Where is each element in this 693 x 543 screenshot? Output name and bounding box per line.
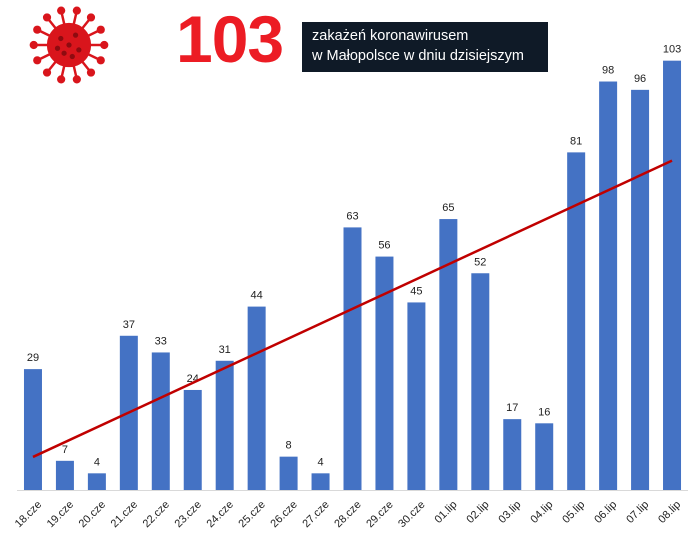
bar-25.cze bbox=[247, 306, 266, 490]
case-count-number: 103 bbox=[176, 2, 284, 76]
tick-label-28.cze: 28.cze bbox=[332, 499, 363, 530]
data-label-06.lip: 98 bbox=[602, 65, 614, 77]
bar-20.cze bbox=[87, 473, 106, 490]
data-label-01.lip: 65 bbox=[442, 202, 454, 214]
data-label-30.cze: 45 bbox=[410, 285, 422, 297]
data-label-21.cze: 37 bbox=[123, 319, 135, 331]
tick-label-19.cze: 19.cze bbox=[45, 499, 76, 530]
data-label-03.lip: 17 bbox=[506, 402, 518, 414]
bar-28.cze bbox=[343, 227, 362, 491]
data-label-19.cze: 7 bbox=[62, 444, 68, 456]
tick-label-18.cze: 18.cze bbox=[13, 499, 44, 530]
data-label-29.cze: 56 bbox=[378, 240, 390, 252]
bar-02.lip bbox=[471, 273, 490, 490]
bar-04.lip bbox=[535, 423, 554, 490]
bar-19.cze bbox=[55, 460, 74, 490]
data-label-22.cze: 33 bbox=[155, 335, 167, 347]
data-label-25.cze: 44 bbox=[251, 290, 263, 302]
tick-label-21.cze: 21.cze bbox=[109, 499, 140, 530]
trendline bbox=[32, 159, 673, 459]
caption-box: zakażeń koronawirusem w Małopolsce w dni… bbox=[302, 22, 548, 72]
tick-label-03.lip: 03.lip bbox=[496, 499, 523, 526]
data-label-08.lip: 103 bbox=[663, 44, 681, 56]
bar-03.lip bbox=[503, 419, 522, 490]
tick-label-02.lip: 02.lip bbox=[464, 499, 491, 526]
tick-label-29.cze: 29.cze bbox=[364, 499, 395, 530]
bar-30.cze bbox=[407, 302, 426, 490]
tick-label-23.cze: 23.cze bbox=[173, 499, 204, 530]
data-label-07.lip: 96 bbox=[634, 73, 646, 85]
tick-label-25.cze: 25.cze bbox=[236, 499, 267, 530]
data-label-20.cze: 4 bbox=[94, 456, 100, 468]
data-label-27.cze: 4 bbox=[317, 456, 323, 468]
bar-06.lip bbox=[599, 81, 618, 491]
caption-line-1: zakażeń koronawirusem bbox=[312, 28, 469, 44]
bar-01.lip bbox=[439, 219, 458, 490]
bar-05.lip bbox=[567, 152, 586, 490]
tick-label-05.lip: 05.lip bbox=[560, 499, 587, 526]
data-label-28.cze: 63 bbox=[346, 210, 358, 222]
tick-label-07.lip: 07.lip bbox=[624, 499, 651, 526]
data-label-24.cze: 31 bbox=[219, 344, 231, 356]
data-label-02.lip: 52 bbox=[474, 256, 486, 268]
coronavirus-icon bbox=[29, 6, 109, 84]
data-label-05.lip: 81 bbox=[570, 135, 582, 147]
data-label-26.cze: 8 bbox=[286, 440, 292, 452]
bar-22.cze bbox=[151, 352, 170, 490]
tick-label-08.lip: 08.lip bbox=[656, 499, 683, 526]
bar-07.lip bbox=[631, 89, 650, 490]
data-label-18.cze: 29 bbox=[27, 352, 39, 364]
bar-23.cze bbox=[183, 389, 202, 490]
tick-label-04.lip: 04.lip bbox=[528, 499, 555, 526]
bar-18.cze bbox=[23, 369, 42, 490]
caption-line-2: w Małopolsce w dniu dzisiejszym bbox=[312, 48, 524, 64]
bar-27.cze bbox=[311, 473, 330, 490]
bar-24.cze bbox=[215, 360, 234, 490]
tick-label-30.cze: 30.cze bbox=[396, 499, 427, 530]
tick-label-24.cze: 24.cze bbox=[204, 499, 235, 530]
tick-label-26.cze: 26.cze bbox=[268, 499, 299, 530]
tick-label-27.cze: 27.cze bbox=[300, 499, 331, 530]
data-label-04.lip: 16 bbox=[538, 406, 550, 418]
tick-label-22.cze: 22.cze bbox=[141, 499, 172, 530]
bar-08.lip bbox=[663, 60, 682, 490]
bar-26.cze bbox=[279, 456, 298, 490]
bar-29.cze bbox=[375, 256, 394, 490]
tick-label-20.cze: 20.cze bbox=[77, 499, 108, 530]
tick-label-01.lip: 01.lip bbox=[432, 499, 459, 526]
tick-label-06.lip: 06.lip bbox=[592, 499, 619, 526]
